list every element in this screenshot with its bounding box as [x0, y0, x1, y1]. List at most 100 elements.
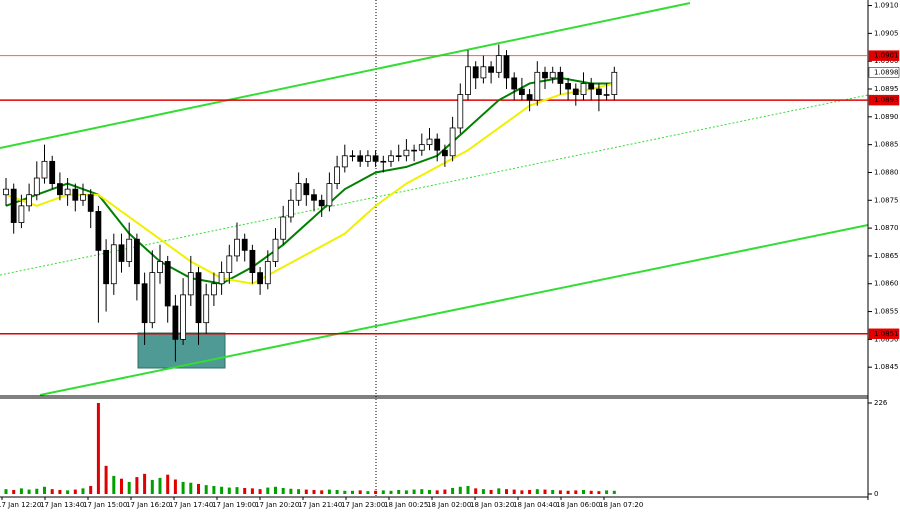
- x-tick-label: 17 Jan 12:20: [0, 501, 41, 509]
- candle-body: [26, 194, 33, 207]
- volume-bar: [489, 489, 493, 494]
- candle-body: [41, 160, 48, 179]
- candle-body: [272, 238, 279, 262]
- candle-body: [141, 283, 148, 324]
- volume-bar: [589, 490, 593, 494]
- candle-body: [257, 272, 264, 285]
- volume-bar: [389, 490, 393, 494]
- volume-bar: [166, 474, 170, 494]
- candle-body: [557, 71, 564, 84]
- volume-bar: [481, 489, 485, 494]
- price-tag-label: 1.0901: [874, 52, 899, 60]
- x-tick-label: 17 Jan 19:00: [212, 501, 256, 509]
- volume-bar: [443, 489, 447, 494]
- candle-body: [511, 77, 518, 90]
- volume-bar: [73, 489, 77, 494]
- volume-bar: [612, 490, 616, 494]
- volume-bar: [304, 489, 308, 494]
- volume-bar: [551, 489, 555, 494]
- volume-bar: [597, 491, 601, 494]
- candle-body: [72, 188, 79, 201]
- y-tick-label: 1.0885: [874, 141, 899, 149]
- x-tick-label: 18 Jan 04:40: [513, 501, 557, 509]
- x-tick-label: 17 Jan 23:00: [341, 501, 385, 509]
- volume-bar: [397, 489, 401, 494]
- candle-body: [580, 83, 587, 95]
- candle-body: [118, 244, 125, 262]
- candle-body: [411, 149, 418, 152]
- volume-bar: [104, 465, 108, 494]
- volume-bar: [50, 489, 54, 494]
- candle-body: [180, 294, 187, 340]
- volume-bar: [258, 489, 262, 494]
- volume-bar: [297, 489, 301, 494]
- volume-bar: [43, 486, 46, 494]
- candle-body: [157, 261, 163, 274]
- volume-bar: [227, 487, 231, 494]
- volume-bar: [566, 490, 570, 494]
- volume-bar: [189, 482, 193, 494]
- x-tick-label: 18 Jan 06:00: [556, 501, 600, 509]
- candle-body: [372, 155, 379, 162]
- candle-body: [588, 83, 595, 90]
- y-tick-label: 1.0855: [874, 308, 899, 316]
- candle-body: [264, 261, 271, 285]
- volume-bar: [335, 489, 339, 494]
- candle-body: [565, 83, 571, 90]
- x-tick-label: 17 Jan 21:40: [298, 501, 342, 509]
- candle-body: [195, 272, 202, 324]
- y-tick-label: 1.0895: [874, 85, 899, 93]
- candle-body: [542, 71, 548, 79]
- y-tick-label: 1.0860: [874, 280, 899, 288]
- candle-body: [380, 160, 387, 163]
- volume-bar: [35, 488, 39, 494]
- x-tick-label: 17 Jan 16:20: [126, 501, 170, 509]
- candle-body: [534, 71, 541, 101]
- candle-body: [33, 177, 40, 196]
- x-tick-label: 17 Jan 20:20: [255, 501, 299, 509]
- candle-body: [164, 261, 171, 307]
- volume-bar: [512, 489, 516, 494]
- candle-body: [64, 188, 71, 196]
- candle-body: [57, 183, 63, 196]
- volume-bar: [497, 488, 501, 494]
- volume-bar: [428, 489, 431, 494]
- volume-bar: [274, 486, 277, 494]
- candle-body: [549, 71, 556, 79]
- volume-tick-label: 0: [874, 490, 878, 498]
- volume-bar: [197, 483, 200, 494]
- candle-body: [434, 138, 441, 151]
- volume-bar: [281, 487, 285, 494]
- x-tick-label: 18 Jan 07:20: [599, 501, 643, 509]
- volume-bar: [420, 489, 424, 494]
- volume-bar: [605, 490, 609, 494]
- volume-bar: [381, 490, 385, 494]
- y-tick-label: 1.0890: [874, 113, 899, 121]
- x-tick-label: 17 Jan 15:00: [83, 501, 127, 509]
- candle-body: [18, 205, 25, 223]
- channel-bottom: [39, 224, 869, 396]
- volume-bar: [266, 487, 270, 494]
- volume-bar: [543, 489, 547, 494]
- x-tick-label: 18 Jan 00:25: [384, 501, 428, 509]
- candle-body: [426, 138, 433, 146]
- price-tag: [868, 50, 900, 61]
- price-tag: [868, 94, 900, 106]
- volume-bar: [312, 489, 316, 494]
- candle-body: [465, 66, 471, 95]
- volume-bar: [351, 490, 354, 494]
- candle-body: [133, 238, 140, 285]
- candle-body: [103, 249, 109, 285]
- volume-bar: [535, 489, 539, 494]
- y-tick-label: 1.0845: [874, 363, 899, 371]
- candle-body: [488, 66, 495, 73]
- candle-body: [418, 144, 425, 151]
- moving-average: [5, 82, 615, 285]
- candle-body: [234, 238, 240, 257]
- volume-bar: [343, 490, 347, 494]
- volume-bar: [135, 477, 139, 494]
- candle-body: [503, 55, 510, 79]
- volume-bar: [143, 473, 147, 494]
